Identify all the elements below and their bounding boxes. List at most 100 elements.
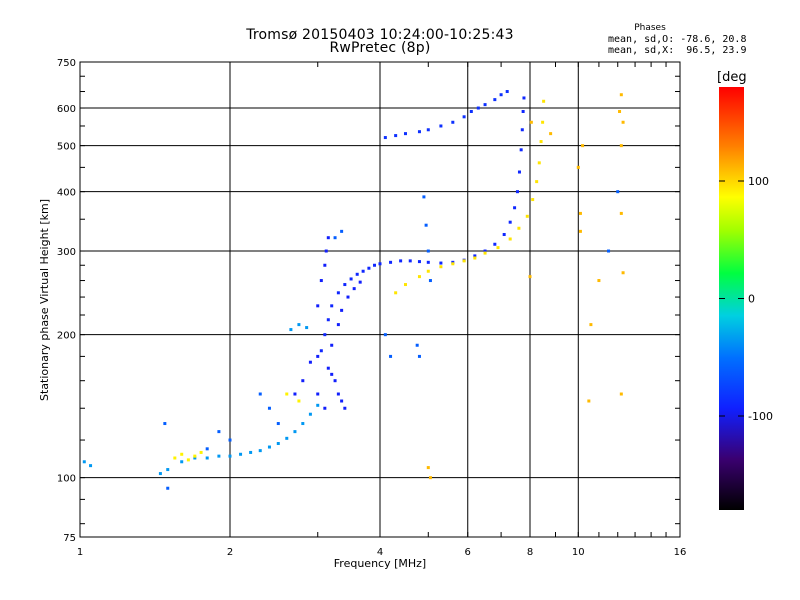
data-point — [473, 254, 477, 258]
y-tick-label: 300 — [57, 247, 76, 258]
x-tick-label: 8 — [527, 547, 533, 558]
data-point — [519, 148, 523, 152]
colorbar-ticks: 100 0 -100 — [719, 175, 773, 423]
data-point — [293, 392, 297, 396]
data-point — [336, 323, 340, 327]
data-point — [316, 392, 320, 396]
data-point — [383, 136, 387, 140]
data-point — [589, 323, 593, 327]
data-point — [289, 328, 293, 332]
phase-stats-o: mean, sd,O: -78.6, 20.8 — [608, 34, 747, 45]
data-point — [166, 486, 170, 490]
data-point — [323, 333, 327, 337]
data-point — [515, 190, 519, 194]
data-point — [267, 445, 271, 449]
data-point — [499, 93, 503, 97]
data-point — [308, 412, 312, 416]
y-tick-label: 600 — [57, 104, 76, 115]
data-point — [267, 406, 271, 410]
data-point — [389, 354, 393, 358]
phases-stats-title: Phases — [634, 23, 666, 33]
data-point — [352, 287, 356, 291]
data-point — [426, 249, 430, 253]
x-tick-label: 6 — [465, 547, 471, 558]
y-tick-label: 750 — [57, 58, 76, 69]
phase-stats-x: mean, sd,X: 96.5, 23.9 — [608, 45, 747, 56]
data-point — [316, 304, 320, 308]
data-point — [578, 229, 582, 233]
data-point — [439, 261, 443, 265]
data-point — [426, 128, 430, 132]
data-point — [276, 422, 280, 426]
data-point — [336, 291, 340, 295]
data-point — [399, 259, 403, 263]
data-point — [205, 456, 209, 460]
data-point — [417, 260, 421, 264]
data-point — [462, 115, 466, 119]
data-point — [417, 275, 421, 279]
colorbar-tick-label: 0 — [748, 293, 755, 306]
data-point — [415, 343, 419, 347]
data-point — [358, 280, 362, 284]
x-tick-label: 16 — [674, 547, 687, 558]
data-point — [316, 354, 320, 358]
data-point — [618, 109, 622, 113]
data-point — [502, 233, 506, 237]
data-point — [619, 211, 623, 215]
data-point — [330, 372, 334, 376]
data-point — [483, 249, 487, 253]
y-tick-label: 500 — [57, 142, 76, 153]
data-point — [616, 190, 620, 194]
data-point — [173, 456, 177, 460]
data-point — [417, 130, 421, 134]
data-point — [417, 354, 421, 358]
data-point — [389, 260, 393, 264]
data-point — [451, 120, 455, 124]
data-point — [531, 198, 535, 202]
data-point — [285, 436, 289, 440]
data-point — [383, 333, 387, 337]
y-tick-label: 400 — [57, 188, 76, 199]
axis-ticks: 1 2 4 6 8 10 16 75 100 200 300 400 500 600 750 — [57, 58, 686, 558]
data-point — [297, 399, 301, 403]
data-point — [276, 442, 280, 446]
x-tick-label: 2 — [227, 547, 233, 558]
data-point — [535, 180, 539, 184]
data-point — [581, 144, 585, 148]
data-point — [193, 454, 197, 458]
data-point — [462, 259, 466, 263]
data-point — [239, 452, 243, 456]
data-point — [539, 140, 543, 144]
x-tick-label: 1 — [77, 547, 83, 558]
data-point — [619, 392, 623, 396]
data-point — [336, 392, 340, 396]
data-point — [537, 161, 541, 165]
grid-lines — [80, 62, 680, 537]
data-point — [541, 120, 545, 124]
data-point — [199, 450, 203, 454]
data-point — [249, 450, 253, 454]
data-point — [469, 109, 473, 113]
data-point — [517, 170, 521, 174]
data-point — [333, 236, 337, 240]
data-point — [394, 134, 398, 138]
x-tick-label: 10 — [572, 547, 585, 558]
data-point — [505, 90, 509, 94]
data-point — [439, 124, 443, 128]
y-tick-label: 75 — [63, 533, 76, 544]
data-point — [349, 277, 353, 281]
data-point — [619, 144, 623, 148]
data-point — [426, 269, 430, 273]
data-point — [89, 464, 93, 468]
colorbar-tick-label: 100 — [748, 175, 769, 188]
data-point — [217, 430, 221, 434]
data-point — [343, 283, 347, 287]
y-tick-label: 200 — [57, 331, 76, 342]
data-point — [186, 458, 190, 462]
data-point — [340, 308, 344, 312]
data-point — [578, 211, 582, 215]
data-point — [355, 272, 359, 276]
y-tick-label: 100 — [57, 474, 76, 485]
data-point — [483, 251, 487, 255]
